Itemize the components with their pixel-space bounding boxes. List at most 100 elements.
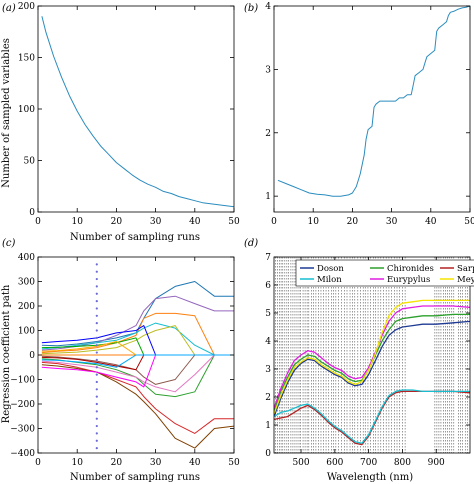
reference-dot-5: [95, 410, 98, 413]
x-tick-label-1: 600: [326, 458, 343, 468]
x-tick-label-2: 20: [347, 217, 359, 227]
panel-c: 0 10 20 30 40 50 −400 −300 −200 −100 0 100 200 300 400: [10, 253, 240, 468]
panel-b: 0 10 20 30 40 50 1 2 3 4: [265, 2, 474, 227]
reference-dot-9: [95, 380, 98, 384]
reference-dot-4: [95, 417, 98, 420]
reference-dot-22: [95, 285, 98, 288]
series-line-5: [274, 299, 470, 415]
panel-label-a: (a): [2, 3, 16, 14]
x-tick-label-3: 800: [394, 458, 411, 468]
legend: Doson Chironides Sarpedon Milon Eurypylus Mey…: [295, 259, 474, 287]
y-tick-label-8: 400: [18, 253, 35, 263]
legend-label-3: Milon: [317, 275, 342, 285]
axes-frame: [273, 256, 471, 454]
reference-dot-0: [95, 447, 98, 450]
panel-label-b: (b): [244, 3, 258, 14]
x-tick-label-0: 0: [35, 217, 41, 227]
x-tick-label-4: 40: [189, 458, 201, 468]
reference-dot-24: [95, 270, 98, 273]
x-tick-label-2: 700: [360, 458, 377, 468]
x-tick-label-2: 20: [111, 217, 123, 227]
reference-dot-15: [95, 336, 98, 339]
y-tick-label-1: 2: [265, 129, 271, 139]
legend-label-2: Sarpedon: [457, 264, 474, 274]
x-tick-label-0: 0: [271, 217, 277, 227]
reference-dot-19: [95, 307, 98, 310]
y-tick-label-7: 7: [265, 253, 271, 263]
y-tick-label-2: 100: [18, 105, 35, 115]
y-tick-label-6: 6: [265, 281, 271, 291]
series-line-1: [41, 361, 234, 434]
reference-dot-13: [95, 351, 98, 354]
reference-dot-14: [95, 344, 98, 347]
y-tick-label-1: −300: [10, 425, 35, 435]
y-tick-label-4: 200: [18, 2, 35, 12]
series-line-3: [274, 389, 470, 444]
y-tick-label-3: −100: [10, 376, 35, 386]
panel-label-d: (d): [244, 238, 258, 249]
series-line-7: [41, 354, 234, 393]
x-tick-label-1: 10: [307, 217, 319, 227]
y-tick-label-5: 5: [265, 309, 271, 319]
reference-dot-2: [95, 432, 98, 435]
axes-frame: [37, 5, 235, 213]
y-tick-label-4: 4: [265, 337, 271, 347]
y-tick-label-3: 4: [265, 2, 271, 12]
y-tick-label-6: 200: [18, 302, 35, 312]
y-tick-label-3: 150: [18, 54, 35, 64]
reference-dot-1: [95, 439, 98, 442]
panel-c-xlabel: Number of sampling runs: [70, 472, 200, 483]
legend-box: [295, 259, 474, 287]
series-line-15: [41, 354, 234, 368]
legend-label-0: Doson: [317, 264, 344, 274]
reference-dot-18: [95, 314, 98, 317]
selected-wavelength-lines: [275, 257, 468, 453]
panel-a: 0 10 20 30 40 50 0 50 100 150 200: [18, 2, 240, 227]
reference-dot-8: [95, 388, 98, 391]
y-tick-label-1: 1: [265, 421, 271, 431]
y-tick-label-0: 1: [265, 192, 271, 202]
x-tick-label-1: 10: [71, 217, 83, 227]
panel-c-ylabel: Regression coefficient path: [1, 284, 12, 423]
panel-a-xlabel: Number of sampling runs: [70, 232, 200, 243]
y-tick-label-0: 0: [265, 449, 271, 459]
y-tick-label-0: −400: [10, 449, 35, 459]
y-tick-label-1: 50: [24, 157, 36, 167]
series-group: [277, 6, 470, 197]
y-tick-label-5: 100: [18, 327, 35, 337]
series-group: [41, 16, 234, 208]
series-line-3: [41, 364, 234, 449]
series-line-2: [274, 390, 470, 446]
legend-label-5: Meyeri: [457, 275, 474, 285]
series-line-14: [41, 341, 234, 356]
reference-dot-12: [95, 358, 98, 361]
x-tick-label-5: 50: [228, 217, 240, 227]
x-tick-label-4: 40: [425, 217, 437, 227]
reference-dot-16: [95, 329, 98, 332]
axes-frame: [273, 5, 471, 213]
series-line-6: [41, 322, 234, 356]
series-group: [274, 299, 470, 446]
y-tick-label-2: 3: [265, 65, 271, 75]
legend-label-4: Eurypylus: [387, 275, 430, 285]
x-tick-label-4: 40: [189, 217, 201, 227]
reference-dot-7: [95, 395, 98, 398]
panel-a-ylabel: Number of sampled variables: [1, 38, 12, 188]
panel-label-c: (c): [2, 238, 16, 249]
x-tick-label-5: 50: [228, 458, 240, 468]
x-tick-label-5: 50: [464, 217, 474, 227]
legend-label-1: Chironides: [387, 264, 434, 274]
series-line-4: [41, 312, 234, 356]
x-tick-label-1: 10: [71, 458, 83, 468]
series-line-0: [41, 281, 234, 347]
series-group: [41, 281, 234, 449]
reference-dot-6: [95, 402, 98, 406]
reference-dot-17: [95, 322, 98, 325]
reference-dot-21: [95, 292, 98, 295]
series-line-0: [274, 320, 470, 417]
reference-dot-10: [95, 373, 98, 376]
x-tick-label-3: 30: [150, 217, 162, 227]
y-tick-label-2: −200: [10, 400, 35, 410]
panel-d: 500 600 700 800 900 0 1 2 3 4 5 6 7 Doson Chironides Sa…: [265, 253, 474, 468]
panel-d-xlabel: Wavelength (nm): [327, 472, 413, 483]
